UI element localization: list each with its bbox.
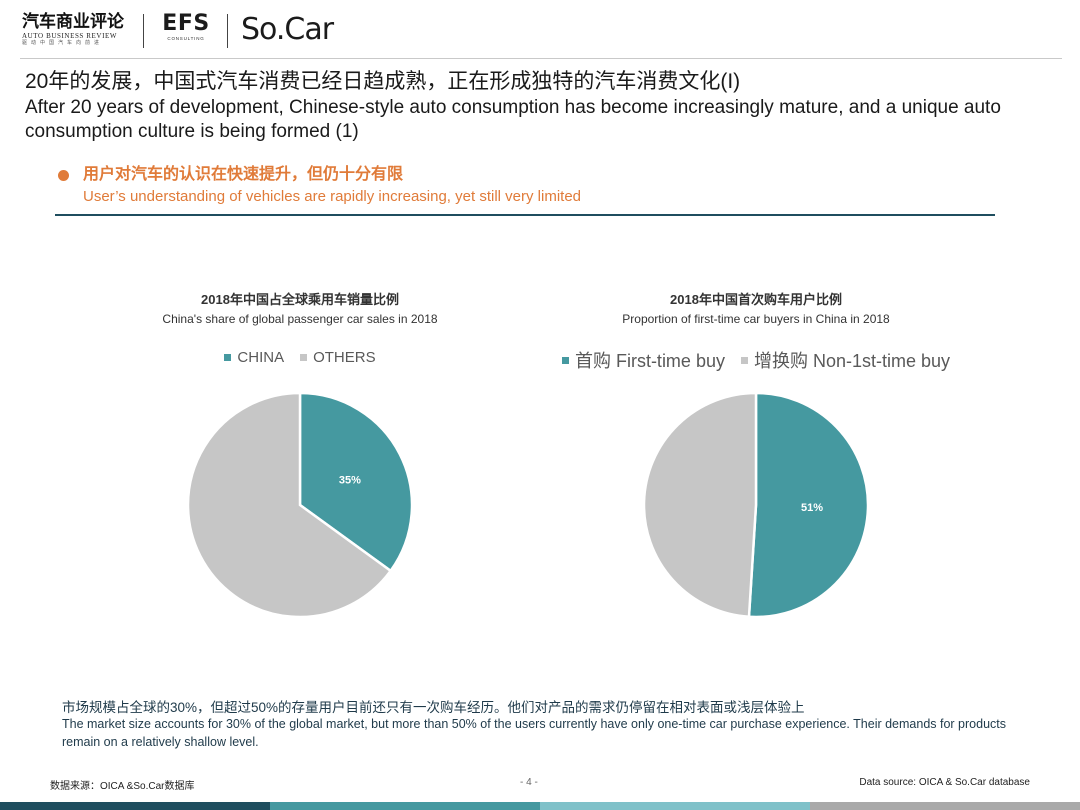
legend-swatch [224, 354, 232, 361]
header-rule [20, 58, 1062, 59]
efs-logo: EFS CONSULTING [160, 12, 212, 42]
legend-swatch [740, 356, 748, 364]
legend-item: OTHERS [300, 349, 376, 366]
conclusion-text-cn: 市场规模占全球的30%，但超过50%的存量用户目前还只有一次购车经历。他们对产品… [62, 700, 805, 715]
socar-logo: So.Car [241, 12, 334, 47]
pie-data-label: 51% [801, 502, 823, 514]
legend-label: 增换购 Non-1st-time buy [753, 351, 951, 371]
pie-data-label: 35% [339, 475, 361, 487]
chart-subtitle-en: Proportion of first-time car buyers in C… [622, 312, 890, 326]
logo-efs-sub: CONSULTING [167, 36, 205, 41]
pie-slice-1 [186, 391, 393, 619]
bullet-text-en: User’s understanding of vehicles are rap… [83, 188, 582, 205]
legend-label: CHINA [237, 349, 285, 366]
auto-business-review-logo: 汽车商业评论 AUTO BUSINESS REVIEW 驱动中国汽车向前进 [22, 12, 130, 47]
logo-divider [227, 14, 228, 48]
legend-swatch [300, 354, 308, 361]
chart-legend: 首购 First-time buy 增换购 Non-1st-time buy [530, 347, 982, 373]
chart-title-cn: 2018年中国首次购车用户比例 [670, 292, 842, 307]
page-title-cn: 20年的发展，中国式汽车消费已经日趋成熟，正在形成独特的汽车消费文化(I) [25, 70, 741, 93]
chart-subtitle-en: China's share of global passenger car sa… [162, 312, 438, 326]
footer-bar-segment [270, 802, 540, 810]
chart-first-time-buyers: 2018年中国首次购车用户比例 Proportion of first-time… [530, 285, 982, 645]
pie-chart: 35% [186, 391, 414, 619]
conclusion-text-en: The market size accounts for 30% of the … [62, 717, 1007, 749]
page-number: - 4 - [520, 777, 538, 788]
logo-auto-sub: 驱动中国汽车向前进 [22, 40, 104, 46]
logo-efs-text: EFS [162, 11, 210, 36]
footer-bar-segment [0, 802, 270, 810]
chart-china-share: 2018年中国占全球乘用车销量比例 China's share of globa… [120, 285, 480, 645]
pie-slice-0 [747, 391, 870, 619]
footer-color-bar [0, 802, 1080, 810]
page-title-en: After 20 years of development, Chinese-s… [25, 97, 1001, 142]
chart-legend: CHINA OTHERS [120, 349, 480, 366]
footer-source-cn: 数据来源：OICA &So.Car数据库 [50, 781, 195, 792]
legend-item: 首购 First-time buy [561, 347, 725, 373]
section-rule [55, 214, 995, 216]
logo-divider [143, 14, 144, 48]
header: 汽车商业评论 AUTO BUSINESS REVIEW 驱动中国汽车向前进 EF… [0, 0, 1080, 58]
legend-item: CHINA [224, 349, 284, 366]
bullet-text-cn: 用户对汽车的认识在快速提升，但仍十分有限 [83, 166, 404, 183]
bullet-dot-icon [58, 170, 69, 181]
pie-chart: 51% [642, 391, 870, 619]
chart-title-cn: 2018年中国占全球乘用车销量比例 [201, 292, 399, 307]
legend-item: 增换购 Non-1st-time buy [740, 347, 951, 373]
legend-label: 首购 First-time buy [574, 351, 725, 371]
pie-slice-1 [642, 391, 758, 619]
legend-label: OTHERS [313, 349, 376, 366]
logo-auto-en: AUTO BUSINESS REVIEW [22, 32, 118, 40]
footer-source-en: Data source: OICA & So.Car database [859, 777, 1030, 788]
footer-bar-segment [810, 802, 1080, 810]
pie-slice-0 [298, 391, 414, 573]
legend-swatch [561, 356, 569, 364]
logo-auto-cn: 汽车商业评论 [22, 12, 124, 32]
footer-bar-segment [540, 802, 810, 810]
